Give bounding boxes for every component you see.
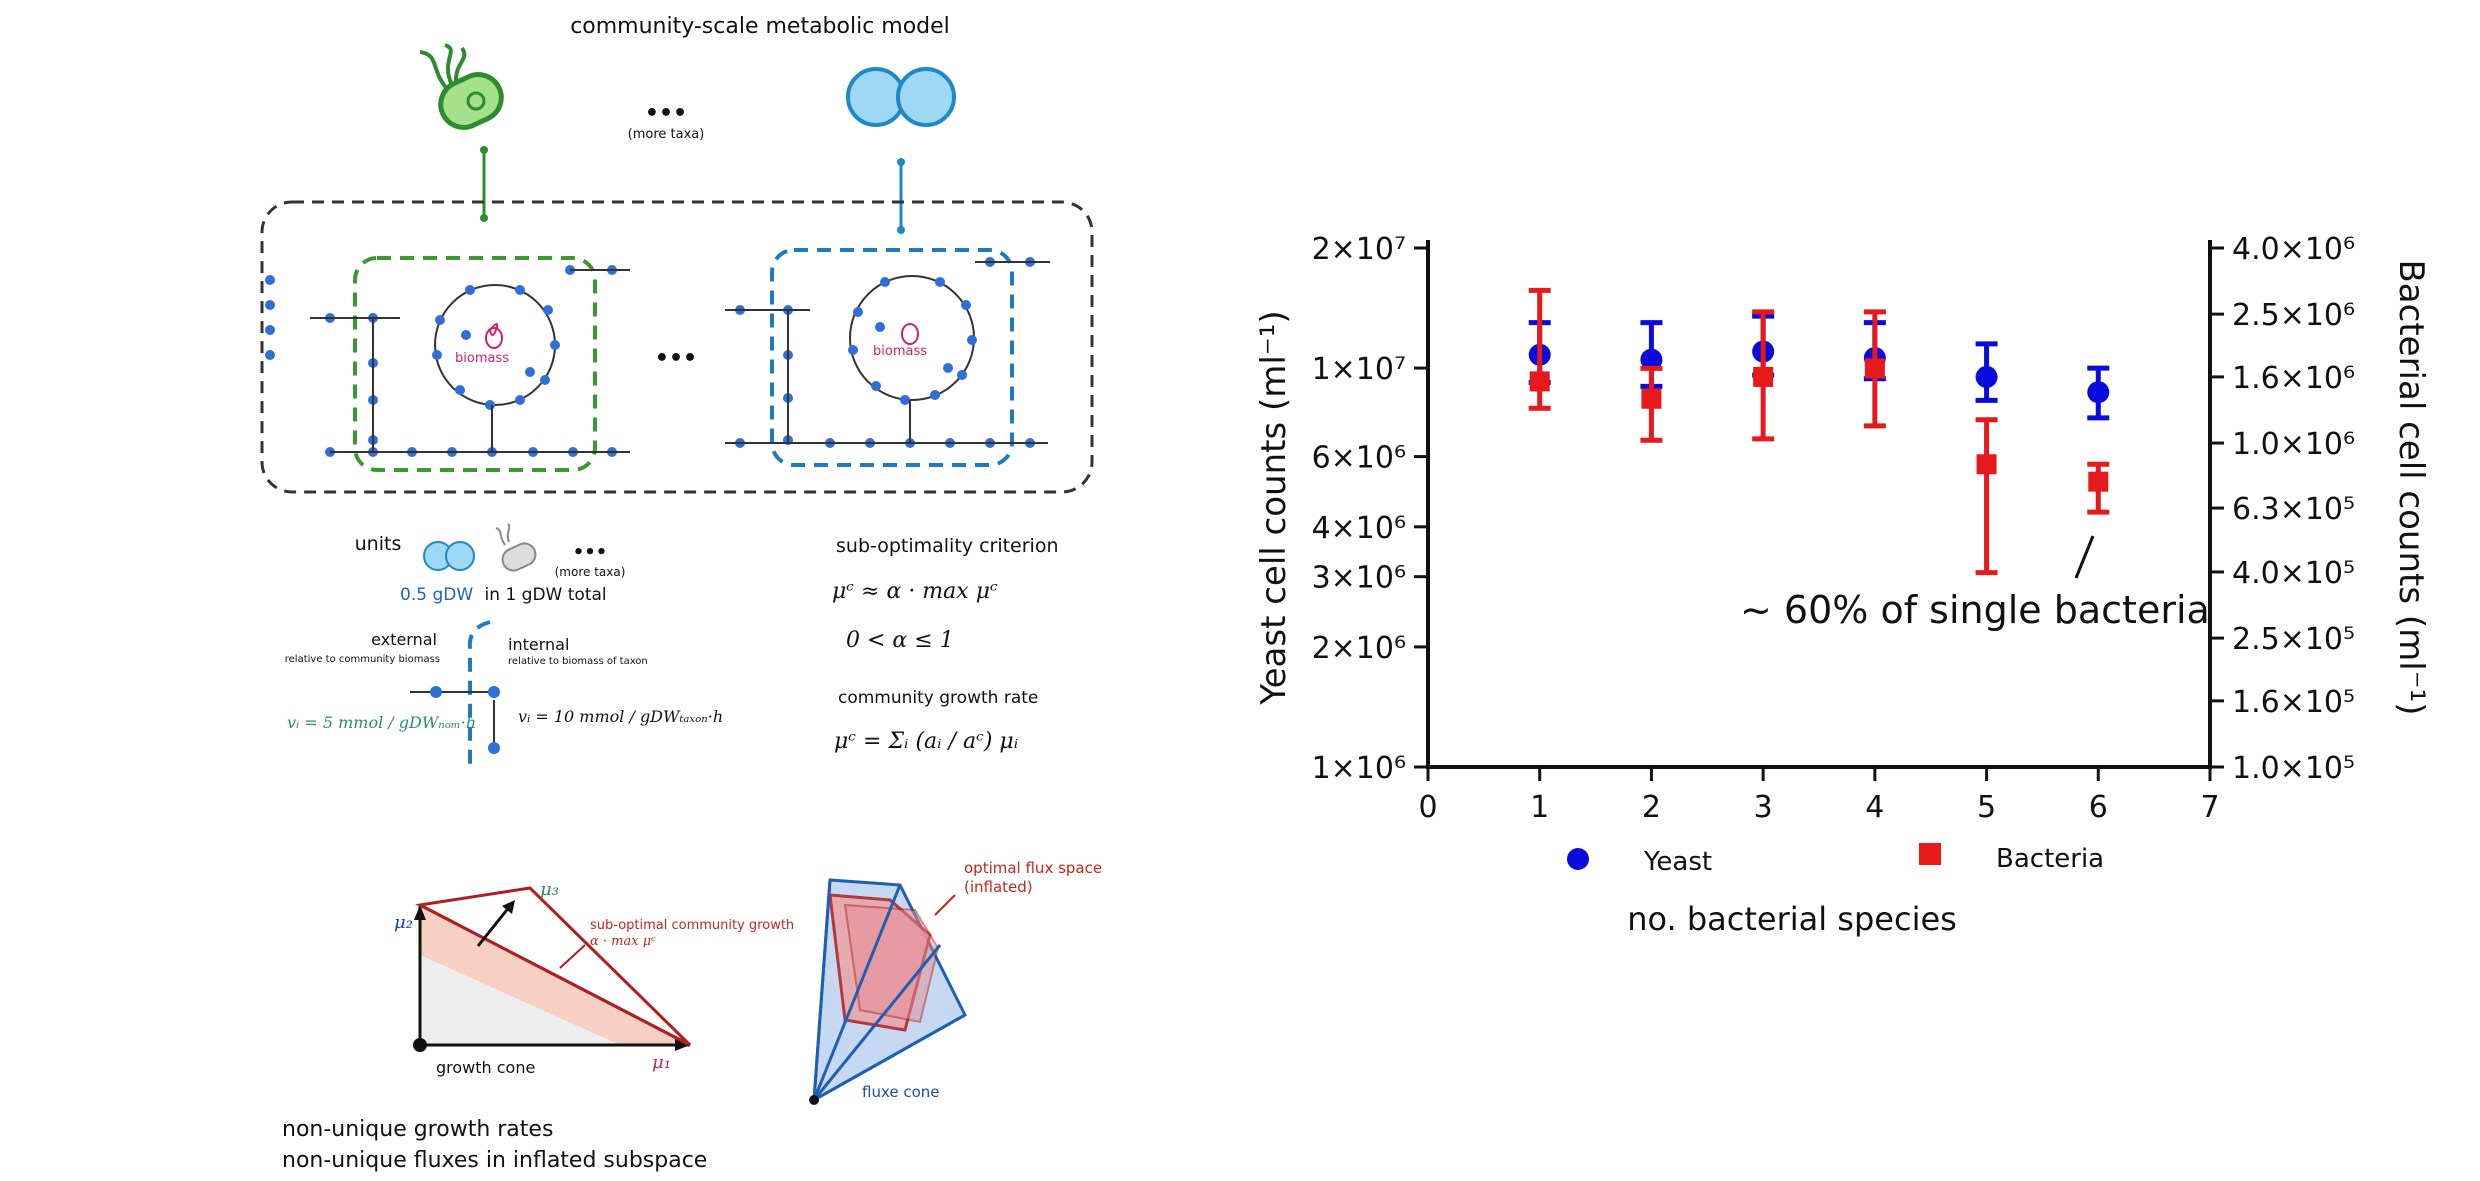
y2-tick-label: 6.3×10⁵ [2232,492,2355,527]
bacteria-point [1529,371,1550,392]
bacteria-point [2088,471,2109,492]
subopt-growth-label: sub-optimal community growth [590,918,794,933]
yeast-point [1640,348,1663,371]
x-tick-label: 2 [1642,790,1661,825]
gdw-line: 0.5 gDW in 1 gDW total [400,585,607,605]
mu2-label: μ₂ [394,912,413,933]
ellipsis-middle: ••• [655,346,697,371]
x-tick-label: 1 [1530,790,1549,825]
x-tick-label: 3 [1754,790,1773,825]
chart-axes [1426,240,2212,769]
yeast-icon [846,67,956,127]
x-tick-label: 5 [1977,790,1996,825]
y-tick-label: 6×10⁶ [1312,441,1406,476]
chart-legend: Yeast Bacteria [1567,843,2104,877]
legend-label-yeast: Yeast [1643,847,1712,877]
x-axis-ticks: 0 1 2 3 4 5 6 7 [1418,767,2220,825]
internal-label: internal [508,635,569,654]
y2-tick-label: 4.0×10⁵ [2232,556,2355,591]
y-tick-label: 4×10⁶ [1312,511,1406,546]
biomass-label-green: biomass [455,351,509,366]
y2-tick-label: 1.0×10⁶ [2232,427,2355,462]
cell-count-chart: 2×10⁷ 1×10⁷ 6×10⁶ 4×10⁶ 3×10⁶ 2×10⁶ 1×10⁶ 4.0×… [1254,232,2431,938]
diagram-title: community-scale metabolic model [570,14,950,39]
suboptimality-title: sub-optimality criterion [836,535,1059,557]
eq-alpha: 0 < α ≤ 1 [846,628,954,653]
optimal-flux-label-1: optimal flux space [964,859,1102,877]
y-tick-label: 1×10⁶ [1312,751,1406,786]
bacterium-units-icon [495,523,537,572]
gdw-value: 0.5 gDW [400,585,473,605]
internal-sub: relative to biomass of taxon [508,656,648,667]
mu1-label: μ₁ [652,1052,671,1073]
growth-cone-figure [413,886,692,1052]
y2-tick-label: 1.6×10⁶ [2232,361,2355,396]
series-bacteria [1528,287,2110,576]
bacterium-icon [419,43,504,130]
eq-internal: vᵢ = 10 mmol / gDWₜₐₓₒₙ·h [518,707,723,726]
biomass-label-blue: biomass [873,344,927,359]
y2-tick-label: 1.6×10⁵ [2232,685,2355,720]
eq-external: vᵢ = 5 mmol / gDWₙₒₘ·h [287,713,476,732]
y-tick-label: 2×10⁶ [1312,631,1406,666]
legend-bacteria-marker [1919,843,1941,865]
external-sub: relative to community biomass [285,654,440,665]
x-axis-label: no. bacterial species [1627,900,1957,938]
annotation-text: ~ 60% of single bacteria [1740,588,2210,632]
gdw-rest: in 1 gDW total [485,585,607,605]
data-marks [1528,287,2110,576]
community-box [260,200,1094,494]
growth-rate-title: community growth rate [838,688,1038,708]
y2-tick-label: 2.5×10⁶ [2232,298,2355,333]
yeast-point [1975,365,1998,388]
y2-tick-label: 2.5×10⁵ [2232,622,2355,657]
bacteria-point [1864,358,1885,379]
yeast-units-icon [423,541,475,571]
caption-line-1: non-unique growth rates [282,1117,553,1142]
taxon-network-green: biomass [265,256,630,472]
x-tick-label: 7 [2200,790,2219,825]
x-tick-label: 4 [1865,790,1884,825]
taxon-network-blue: biomass [725,248,1050,467]
growth-cone-label: growth cone [436,1058,535,1077]
mu3-label: μ₃ [540,879,559,900]
more-taxa-units: (more taxa) [555,565,626,579]
ellipsis-units: ••• [573,542,608,563]
external-label: external [371,630,437,649]
legend-yeast-marker [1567,848,1589,870]
units-label: units [355,533,402,555]
subopt-growth-eq: α · max μᶜ [590,934,656,949]
y-axis-label: Yeast cell counts (ml⁻¹) [1254,310,1294,705]
flux-cone-figure [809,878,967,1105]
y2-tick-label: 1.0×10⁵ [2232,751,2355,786]
ellipsis-top: ••• [645,101,687,126]
y2-axis-ticks: 4.0×10⁶ 2.5×10⁶ 1.6×10⁶ 1.0×10⁶ 6.3×10⁵ 4.0×1… [2210,232,2355,786]
y-tick-label: 3×10⁶ [1312,561,1406,596]
eq-subopt: μᶜ ≈ α · max μᶜ [832,579,998,604]
y2-tick-label: 4.0×10⁶ [2232,232,2355,267]
y-axis-ticks: 2×10⁷ 1×10⁷ 6×10⁶ 4×10⁶ 3×10⁶ 2×10⁶ 1×10⁶ [1312,232,1428,786]
x-tick-label: 0 [1418,790,1437,825]
annotation-pointer [2074,535,2095,579]
bacteria-point [1641,388,1662,409]
y2-axis-label: Bacterial cell counts (ml⁻¹) [2391,259,2431,715]
series-yeast [1528,313,2110,421]
y-tick-label: 2×10⁷ [1312,232,1406,267]
more-taxa-top: (more taxa) [628,127,705,142]
legend-label-bacteria: Bacteria [1996,844,2104,874]
bacteria-point [1976,454,1997,475]
eq-growth: μᶜ = Σᵢ (aᵢ / aᶜ) μᵢ [834,729,1018,754]
caption-line-2: non-unique fluxes in inflated subspace [282,1148,707,1173]
community-model-diagram: community-scale metabolic model ••• (mor… [260,14,1102,1173]
yeast-point [2087,381,2110,404]
bacteria-point [1753,366,1774,387]
optimal-flux-label-2: (inflated) [964,878,1033,896]
y-tick-label: 1×10⁷ [1312,352,1406,387]
fluxe-cone-label: fluxe cone [862,1083,940,1101]
x-tick-label: 6 [2089,790,2108,825]
